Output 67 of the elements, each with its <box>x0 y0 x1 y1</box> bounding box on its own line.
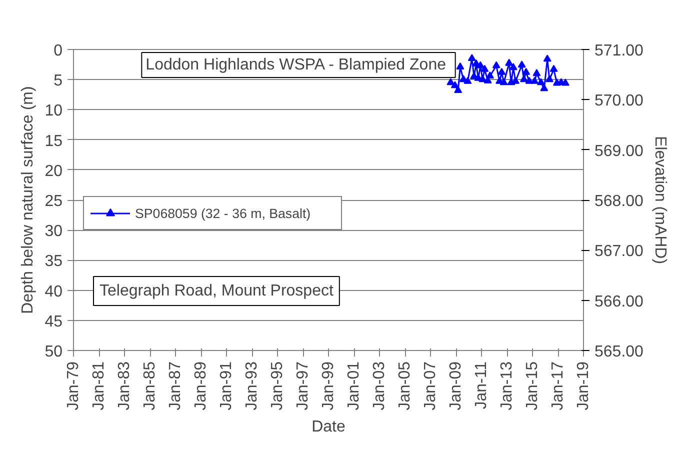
y2-axis-title: Elevation (mAHD) <box>651 136 668 264</box>
annotation: Telegraph Road, Mount Prospect <box>100 282 334 300</box>
x-tick-label: Jan-13 <box>498 361 516 410</box>
y2-tick-label: 568.00 <box>594 193 644 210</box>
point <box>486 71 494 79</box>
point <box>522 68 530 75</box>
point <box>530 76 539 84</box>
x-tick-label: Jan-83 <box>116 361 133 410</box>
point <box>500 78 508 86</box>
x-tick-label: Jan-93 <box>244 361 261 410</box>
x-tick-label: Jan-79 <box>65 361 82 410</box>
point <box>456 62 464 70</box>
point <box>550 64 558 72</box>
x-tick-label: Jan-81 <box>90 361 108 410</box>
x-tick-label: Jan-11 <box>473 361 490 410</box>
point <box>509 63 518 70</box>
x-axis-title: Date <box>312 418 346 436</box>
point <box>505 58 514 66</box>
y-tick-label: 40 <box>44 283 63 300</box>
point <box>520 75 528 82</box>
x-tick-label: Jan-07 <box>422 361 439 410</box>
y-tick-label: 50 <box>44 344 63 360</box>
point <box>536 78 545 86</box>
y-tick-label: 25 <box>44 193 63 210</box>
y-tick-label: 10 <box>44 102 63 120</box>
y2-tick-label: 565.00 <box>594 344 644 360</box>
point <box>545 75 554 82</box>
x-tick-label: Jan-91 <box>218 361 235 410</box>
y-tick-label: 30 <box>44 223 63 240</box>
x-tick-label: Jan-89 <box>192 361 210 410</box>
point <box>518 60 526 68</box>
y-tick-label: 20 <box>44 162 63 180</box>
point <box>480 64 489 72</box>
legend-label: SP068059 (32 - 36 m, Basalt) <box>135 206 312 220</box>
x-tick-label: Jan-05 <box>396 361 414 410</box>
x-tick-label: Jan-19 <box>575 361 592 410</box>
y2-tick-label: 566.00 <box>594 293 644 310</box>
y2-tick-label: 570.00 <box>594 92 644 110</box>
point <box>561 78 570 86</box>
y-tick-label: 35 <box>44 253 63 270</box>
point <box>498 68 506 75</box>
point <box>476 61 484 68</box>
point <box>464 76 472 84</box>
x-tick-label: Jan-03 <box>371 361 388 410</box>
x-tick-label: Jan-01 <box>346 361 363 410</box>
point <box>492 61 500 68</box>
x-tick-label: Jan-95 <box>269 361 286 410</box>
x-tick-label: Jan-97 <box>294 361 312 410</box>
point <box>540 84 548 92</box>
y2-tick-label: 569.00 <box>594 142 644 160</box>
y2-tick-label: 567.00 <box>594 243 644 260</box>
x-tick-label: Jan-15 <box>524 361 541 410</box>
x-tick-label: Jan-99 <box>320 361 337 410</box>
y-tick-label: 45 <box>44 313 63 330</box>
y2-tick-label: 571.00 <box>594 42 644 60</box>
point <box>468 54 476 62</box>
y-axis-title: Depth below natural surface (m) <box>20 86 37 314</box>
chart-title: Loddon Highlands WSPA - Blampied Zone <box>146 56 446 74</box>
x-tick-label: Jan-85 <box>142 361 159 410</box>
point <box>543 54 552 62</box>
y-tick-label: 5 <box>54 72 63 90</box>
x-tick-label: Jan-17 <box>550 361 567 410</box>
y-tick-label: 15 <box>44 132 63 150</box>
y-tick-label: 0 <box>54 42 63 60</box>
x-tick-label: Jan-87 <box>167 361 184 410</box>
x-tick-label: Jan-09 <box>448 361 465 410</box>
point <box>532 69 541 76</box>
